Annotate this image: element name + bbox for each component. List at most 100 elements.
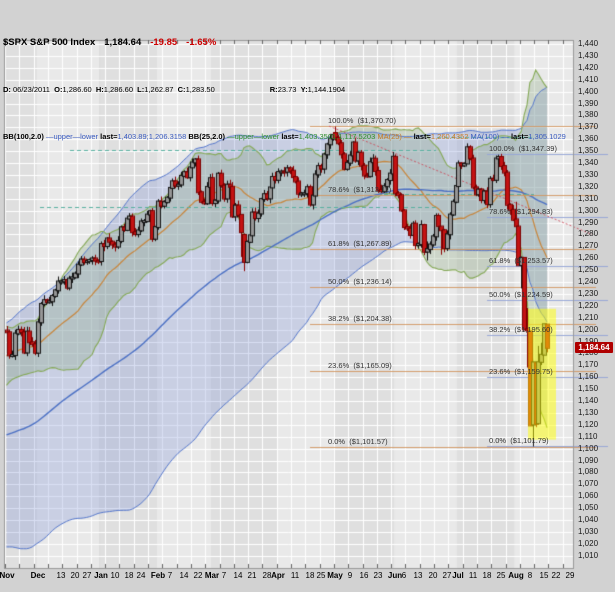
x-axis-tick-label: 29	[565, 571, 575, 580]
fib-level-label: 78.6% ($1,313.11)	[328, 185, 392, 194]
y-axis-tick-label: 1,100	[578, 444, 599, 453]
y-axis-tick-label: 1,380	[578, 110, 599, 119]
legend-segment: -1.65%	[186, 37, 217, 48]
x-axis-tick-label: 21	[247, 571, 257, 580]
y-axis-tick-label: 1,300	[578, 206, 599, 215]
y-axis-tick-label: 1,060	[578, 491, 599, 500]
legend-segment: last=	[413, 132, 431, 141]
legend-segment: last=	[100, 132, 118, 141]
legend-segment: —lower	[253, 132, 282, 141]
x-axis-tick-label: 16	[359, 571, 369, 580]
legend-segment: 1,286.60	[103, 85, 138, 94]
legend-segment: O:	[54, 85, 63, 94]
x-axis-tick-label: 9	[347, 571, 353, 580]
x-axis-tick-label: 8	[527, 571, 533, 580]
y-axis-tick-label: 1,110	[578, 432, 598, 441]
legend-segment: 1,144.1904	[307, 85, 346, 94]
x-axis-tick-label: 11	[290, 571, 300, 580]
y-axis-tick-label: 1,050	[578, 503, 599, 512]
y-axis-tick-label: 1,290	[578, 218, 599, 227]
fib-level-label: 50.0% ($1,236.14)	[328, 277, 392, 286]
x-axis-tick-label: 27	[442, 571, 452, 580]
x-axis-tick-label: Apr	[271, 571, 285, 580]
legend-segment: $SPX S&P 500 Index	[3, 37, 96, 48]
x-axis-tick-label: Dec	[30, 571, 46, 580]
legend-segment: BB(100,2.0)	[3, 132, 46, 141]
x-axis-tick-label: Jul	[452, 571, 464, 580]
y-axis-tick-label: 1,220	[578, 301, 599, 310]
y-axis-tick-label: 1,070	[578, 479, 599, 488]
x-axis-tick-label: Aug	[508, 571, 524, 580]
y-axis-tick-label: 1,360	[578, 134, 599, 143]
legend-segment: 1,403.3501;1,117.5203	[298, 132, 378, 141]
y-axis-tick-label: 1,140	[578, 396, 599, 405]
legend-segment: 06/23/2011	[13, 85, 55, 94]
fib-level-label: 78.6% ($1,294.83)	[489, 207, 553, 216]
last-price-badge: 1,184.64	[575, 342, 613, 353]
y-axis-tick-label: 1,390	[578, 99, 599, 108]
y-axis-tick-label: 1,310	[578, 194, 599, 203]
legend-segment: BB(25,2.0)	[188, 132, 228, 141]
x-axis-tick-label: 28	[262, 571, 272, 580]
x-axis-tick-label: 7	[167, 571, 173, 580]
y-axis-tick-label: 1,080	[578, 467, 599, 476]
y-axis-tick-label: 1,130	[578, 408, 599, 417]
y-axis-tick-label: 1,270	[578, 241, 599, 250]
legend-segment: 1,403.89;1,206.3158	[117, 132, 189, 141]
y-axis-tick-label: 1,280	[578, 229, 599, 238]
y-axis-tick-label: 1,350	[578, 146, 599, 155]
x-axis-tick-label: Feb	[150, 571, 166, 580]
x-axis-tick-label: 14	[233, 571, 243, 580]
y-axis-tick-label: 1,250	[578, 265, 599, 274]
legend-segment: last=	[281, 132, 299, 141]
y-axis-tick-label: 1,410	[578, 75, 599, 84]
y-axis-tick-label: 1,190	[578, 337, 612, 346]
x-axis-tick-label: Jan	[94, 571, 108, 580]
y-axis-tick-label: 1,150	[578, 384, 599, 393]
x-axis-tick-label: Mar	[204, 571, 220, 580]
legend-segment: 23.73	[277, 85, 301, 94]
legend-segment: 1,283.50	[185, 85, 215, 94]
y-axis-tick-label: 1,230	[578, 289, 599, 298]
y-axis-tick-label: 1,340	[578, 158, 599, 167]
x-axis-tick-label: 25	[316, 571, 326, 580]
y-axis-tick-label: 1,240	[578, 277, 599, 286]
x-axis-tick-label: 13	[413, 571, 423, 580]
x-axis-tick-label: 20	[428, 571, 438, 580]
quote-summary-line: $SPX S&P 500 Index 1,184.64 -19.85 -1.65%	[3, 37, 566, 48]
y-axis-tick-label: 1,260	[578, 253, 599, 262]
x-axis-tick-label: 18	[305, 571, 315, 580]
y-axis-tick-label: 1,440	[578, 39, 599, 48]
y-axis-tick-label: 1,400	[578, 87, 599, 96]
y-axis-tick-label: 1,330	[578, 170, 599, 179]
y-axis-tick-label: 1,020	[578, 539, 599, 548]
y-axis-tick-label: 1,040	[578, 515, 599, 524]
y-axis-tick-label: 1,090	[578, 456, 599, 465]
x-axis-tick-label: 27	[82, 571, 92, 580]
x-axis-tick-label: 13	[56, 571, 66, 580]
legend-segment: L:	[137, 85, 145, 94]
legend-segment: last=	[510, 132, 529, 141]
fib-level-label: 38.2% ($1,195.60)	[489, 325, 553, 334]
fib-level-label: 0.0% ($1,101.57)	[328, 437, 388, 446]
legend-segment: 1,262.87	[144, 85, 178, 94]
y-axis-tick-label: 1,370	[578, 122, 599, 131]
x-axis-tick-label: 10	[110, 571, 120, 580]
legend-segment: —upper	[227, 132, 254, 141]
x-axis-tick-label: 23	[373, 571, 383, 580]
fib-level-label: 61.8% ($1,253.57)	[489, 256, 553, 265]
fib-level-label: 23.6% ($1,159.75)	[489, 367, 553, 376]
legend-segment: 1,184.64	[104, 37, 142, 48]
x-axis-tick-label: 15	[539, 571, 549, 580]
fib-level-label: 100.0% ($1,370.70)	[328, 116, 396, 125]
y-axis-tick-label: 1,160	[578, 372, 599, 381]
legend-segment: C:	[177, 85, 186, 94]
ohlc-readout-line: D: 06/23/2011 O:1,286.60 H:1,286.60 L:1,…	[3, 84, 566, 95]
fib-level-label: 38.2% ($1,204.38)	[328, 314, 392, 323]
fib-level-label: 50.0% ($1,224.59)	[489, 290, 553, 299]
legend-segment: MA(25) —	[377, 132, 414, 141]
y-axis-tick-label: 1,210	[578, 313, 599, 322]
legend-segment: 1,260.4352	[430, 132, 471, 141]
